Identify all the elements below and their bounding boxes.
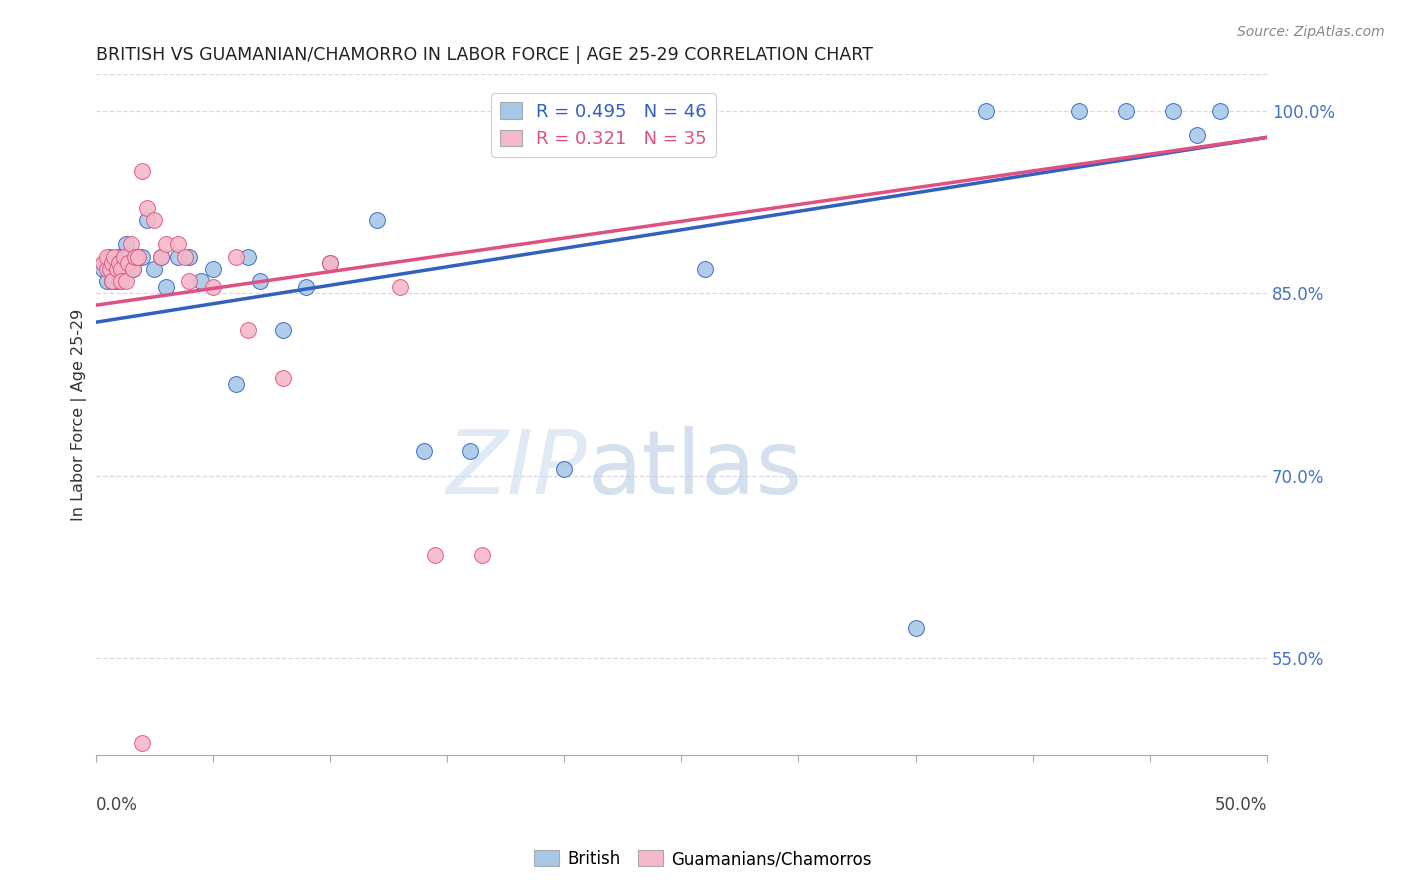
Point xyxy=(110,261,132,276)
Point xyxy=(103,261,125,276)
Point xyxy=(105,261,128,276)
Point xyxy=(115,274,138,288)
Text: BRITISH VS GUAMANIAN/CHAMORRO IN LABOR FORCE | AGE 25-29 CORRELATION CHART: BRITISH VS GUAMANIAN/CHAMORRO IN LABOR F… xyxy=(96,46,873,64)
Point xyxy=(201,280,224,294)
Point xyxy=(122,261,145,276)
Point xyxy=(96,261,118,276)
Point xyxy=(120,261,142,276)
Point xyxy=(131,736,153,750)
Point xyxy=(112,250,135,264)
Point xyxy=(98,250,121,264)
Point xyxy=(136,201,159,215)
Point xyxy=(236,250,259,264)
Point xyxy=(91,261,114,276)
Point xyxy=(179,274,201,288)
Point xyxy=(904,621,927,635)
Point xyxy=(143,261,166,276)
Point xyxy=(105,255,128,269)
Point xyxy=(271,371,294,385)
Y-axis label: In Labor Force | Age 25-29: In Labor Force | Age 25-29 xyxy=(72,309,87,521)
Point xyxy=(155,237,177,252)
Legend: British, Guamanians/Chamorros: British, Guamanians/Chamorros xyxy=(527,844,879,875)
Point xyxy=(98,261,121,276)
Point xyxy=(412,444,434,458)
Point xyxy=(124,250,146,264)
Point xyxy=(143,213,166,227)
Point xyxy=(295,280,318,294)
Point xyxy=(271,322,294,336)
Point xyxy=(101,274,124,288)
Point xyxy=(553,462,575,476)
Point xyxy=(319,255,342,269)
Point xyxy=(150,250,173,264)
Point xyxy=(136,213,159,227)
Point xyxy=(366,213,388,227)
Text: atlas: atlas xyxy=(588,425,803,513)
Point xyxy=(108,274,131,288)
Point xyxy=(319,255,342,269)
Point xyxy=(91,255,114,269)
Point xyxy=(1161,103,1184,118)
Point xyxy=(112,261,135,276)
Point xyxy=(190,274,212,288)
Point xyxy=(173,250,195,264)
Text: 50.0%: 50.0% xyxy=(1215,797,1267,814)
Point xyxy=(179,250,201,264)
Point xyxy=(117,250,139,264)
Point xyxy=(201,261,224,276)
Point xyxy=(110,255,132,269)
Point xyxy=(225,377,247,392)
Point xyxy=(1209,103,1232,118)
Text: 0.0%: 0.0% xyxy=(96,797,138,814)
Point xyxy=(108,250,131,264)
Point xyxy=(1069,103,1091,118)
Point xyxy=(166,250,188,264)
Point xyxy=(117,255,139,269)
Point xyxy=(103,274,125,288)
Point xyxy=(693,261,716,276)
Point xyxy=(103,250,125,264)
Point xyxy=(249,274,271,288)
Point xyxy=(131,164,153,178)
Point xyxy=(1115,103,1137,118)
Point xyxy=(108,255,131,269)
Point xyxy=(120,237,142,252)
Point xyxy=(101,274,124,288)
Legend: R = 0.495   N = 46, R = 0.321   N = 35: R = 0.495 N = 46, R = 0.321 N = 35 xyxy=(491,94,716,157)
Text: ZIP: ZIP xyxy=(447,426,588,512)
Point xyxy=(96,250,118,264)
Point xyxy=(236,322,259,336)
Point xyxy=(471,548,494,562)
Point xyxy=(460,444,482,458)
Point xyxy=(115,237,138,252)
Point xyxy=(94,255,117,269)
Point xyxy=(425,548,447,562)
Point xyxy=(974,103,997,118)
Point xyxy=(127,250,149,264)
Point xyxy=(98,261,121,276)
Text: Source: ZipAtlas.com: Source: ZipAtlas.com xyxy=(1237,25,1385,39)
Point xyxy=(1185,128,1208,142)
Point xyxy=(150,250,173,264)
Point xyxy=(389,280,412,294)
Point xyxy=(166,237,188,252)
Point xyxy=(131,250,153,264)
Point xyxy=(122,261,145,276)
Point xyxy=(96,274,118,288)
Point xyxy=(110,274,132,288)
Point xyxy=(155,280,177,294)
Point xyxy=(101,255,124,269)
Point xyxy=(225,250,247,264)
Point xyxy=(101,255,124,269)
Point xyxy=(127,250,149,264)
